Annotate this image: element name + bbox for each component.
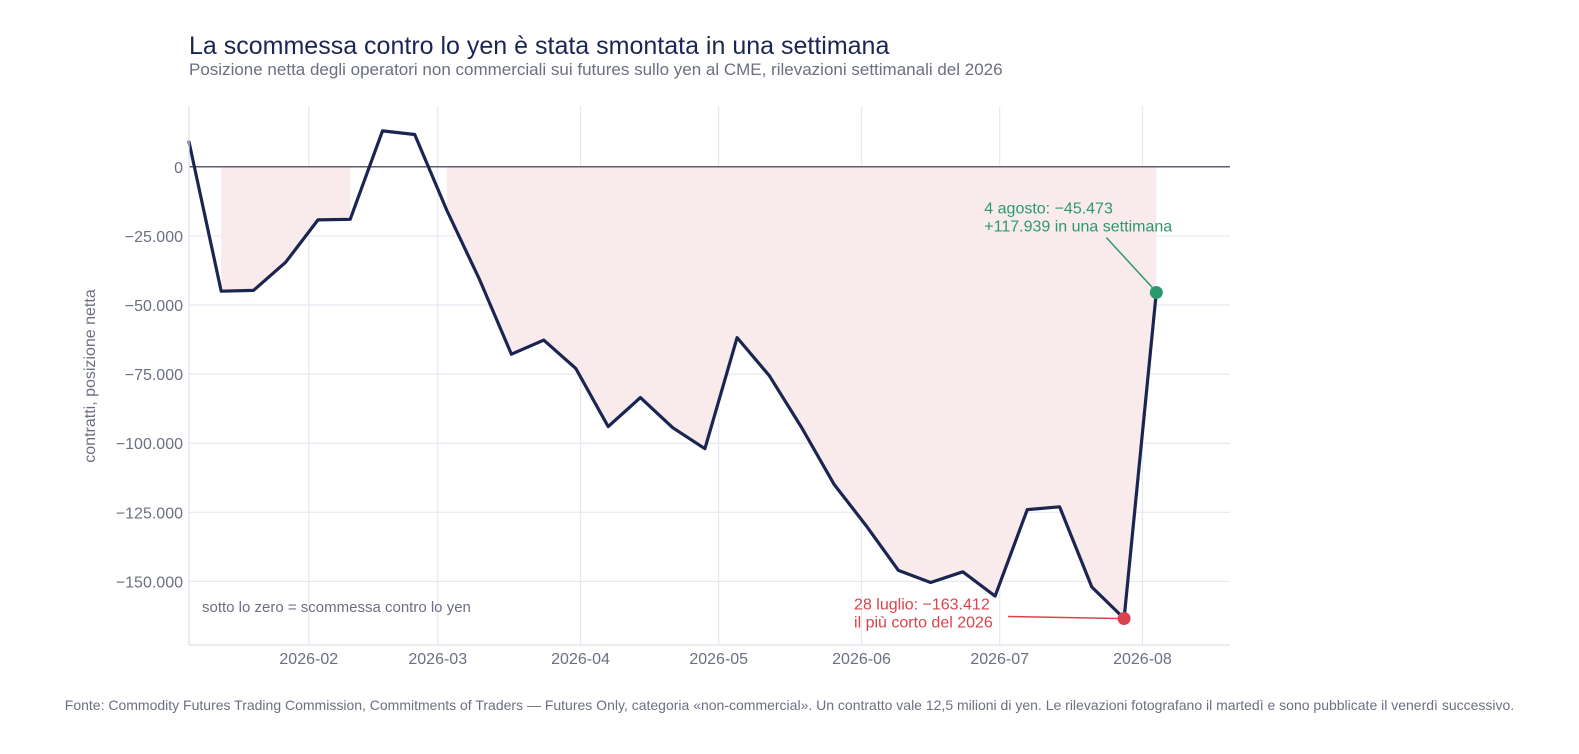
series-line-group: [187, 129, 1158, 621]
negative-area-segment: [446, 166, 1157, 619]
y-tick-label: −75.000: [125, 367, 183, 384]
chart-subtitle: Posizione netta degli operatori non comm…: [189, 60, 1003, 79]
high-annotation-leader: [1105, 236, 1153, 289]
x-tick-label: 2026-02: [279, 651, 338, 668]
y-tick-label: −125.000: [116, 505, 183, 522]
low-annotation-leader: [1008, 615, 1119, 620]
low-annotation-text: il più corto del 2026: [854, 614, 993, 631]
high-annotation-text: 4 agosto: −45.473: [984, 201, 1113, 218]
y-tick-label: 0: [174, 160, 183, 177]
chart-title: La scommessa contro lo yen è stata smont…: [189, 32, 890, 60]
y-tick-label: −100.000: [116, 436, 183, 453]
y-tick-label: −25.000: [125, 229, 183, 246]
low-annotation-text: 28 luglio: −163.412: [854, 596, 990, 613]
series-line: [187, 129, 1158, 621]
negative-area-segment: [221, 166, 351, 292]
zone-note: sotto lo zero = scommessa contro lo yen: [202, 599, 471, 616]
source-note: Fonte: Commodity Futures Trading Commiss…: [64, 697, 1515, 713]
y-axis-label: contratti, posizione netta: [82, 289, 99, 463]
axes: 0 −25.000 −50.000 −75.000 −100.000 −125.000 −1…: [116, 106, 1230, 668]
x-tick-label: 2026-03: [408, 651, 467, 668]
y-tick-label: −150.000: [116, 574, 183, 591]
x-tick-label: 2026-06: [832, 651, 891, 668]
x-tick-label: 2026-08: [1113, 651, 1172, 668]
low-point-marker: [1117, 611, 1131, 625]
x-tick-label: 2026-05: [689, 651, 748, 668]
y-tick-label: −50.000: [125, 298, 183, 315]
x-tick-label: 2026-04: [551, 651, 610, 668]
high-annotation-text: +117.939 in una settimana: [984, 219, 1172, 236]
negative-area-fill: [221, 166, 1157, 619]
high-point-marker: [1149, 286, 1163, 300]
x-tick-label: 2026-07: [970, 651, 1029, 668]
